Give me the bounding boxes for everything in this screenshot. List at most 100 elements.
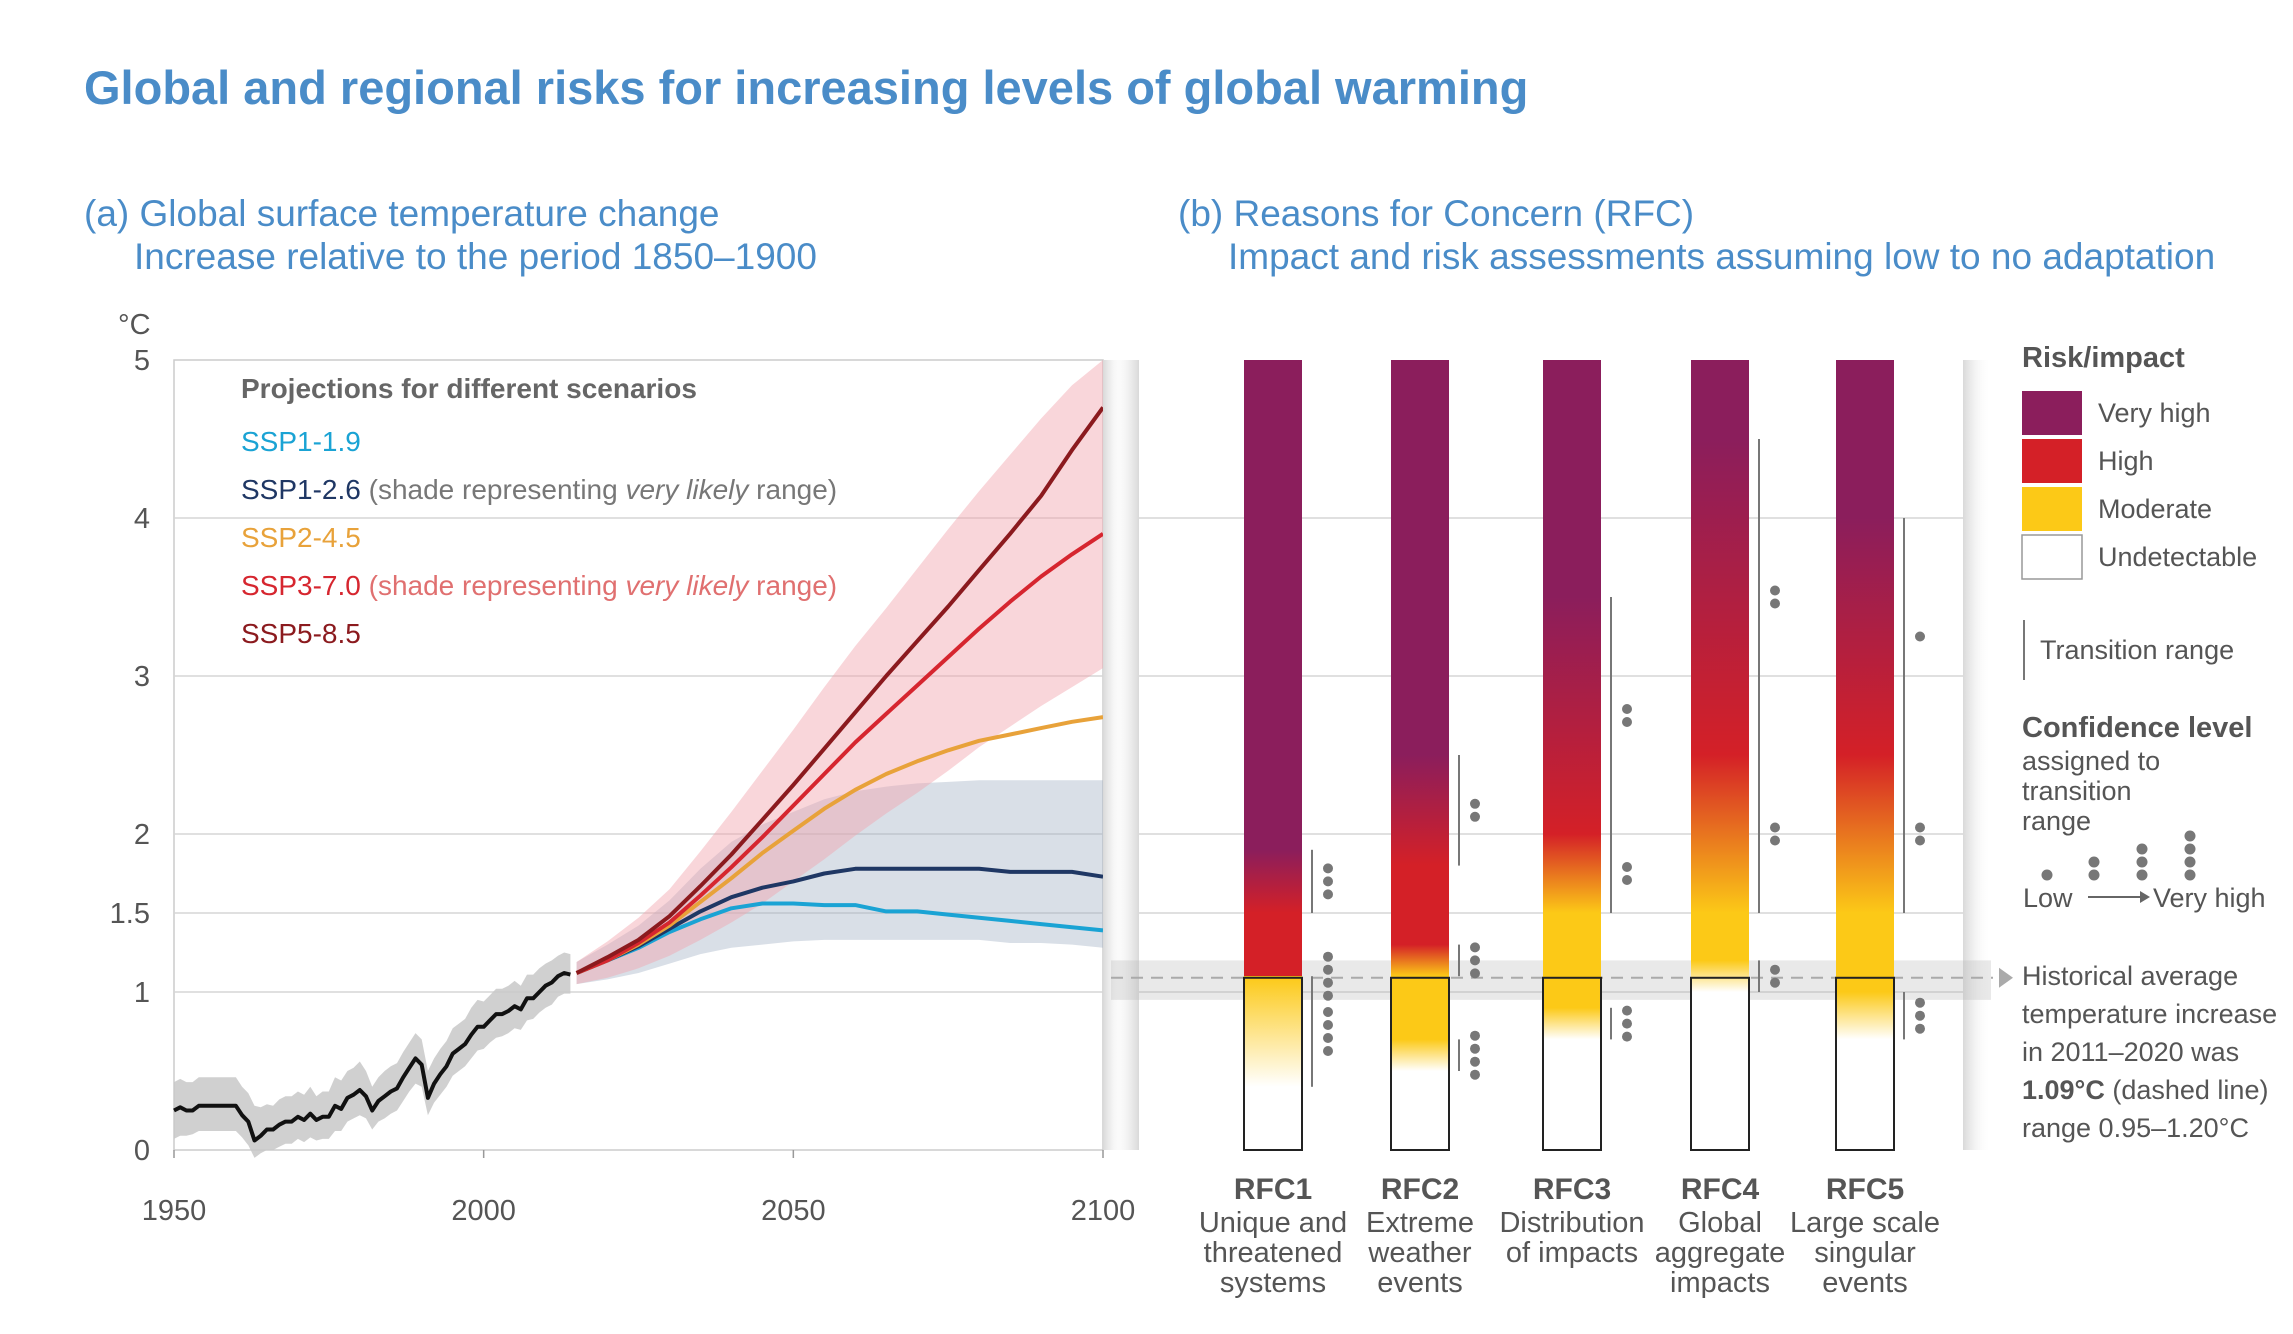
confidence-title: Confidence level [2022, 712, 2252, 744]
confidence-dot [1323, 990, 1333, 1001]
confidence-dot [1323, 1020, 1333, 1030]
risk-swatch [2022, 439, 2082, 483]
confidence-dot [1470, 811, 1480, 822]
historical-note: temperature increase [2022, 999, 2277, 1029]
confidence-dot [1470, 942, 1480, 953]
confidence-subtitle: transition [2022, 776, 2132, 806]
confidence-dot [1770, 585, 1780, 596]
rfc-description: of impacts [1506, 1237, 1638, 1269]
rfc-name: RFC3 [1533, 1173, 1611, 1206]
legend-text: SSP2-4.5 [241, 522, 361, 553]
confidence-veryhigh-label: Very high [2153, 883, 2266, 913]
historical-note: Historical average [2022, 961, 2238, 991]
y-tick-label: 4 [134, 503, 150, 535]
confidence-example-dot [2184, 843, 2196, 855]
confidence-example-dot [2184, 856, 2196, 868]
confidence-dot [1470, 1069, 1480, 1080]
historical-range [174, 952, 571, 1158]
panel-a-legend: Projections for different scenarios SSP1-… [241, 373, 837, 649]
confidence-low-label: Low [2023, 883, 2073, 913]
panel-b-shade-left [1111, 360, 1139, 1150]
legend-text: (shade representing [361, 474, 626, 505]
confidence-arrow-head [2140, 891, 2150, 903]
risk-label: High [2098, 446, 2154, 476]
confidence-dot [1622, 1005, 1632, 1016]
risk-legend-title: Risk/impact [2022, 342, 2185, 374]
rfc-description: Large scale [1790, 1207, 1940, 1239]
series-SSP5-8.5 [575, 406, 1105, 975]
historical-note: in 2011–2020 was [2022, 1037, 2239, 1067]
confidence-dot [1470, 955, 1480, 966]
confidence-dot [1770, 598, 1780, 609]
risk-label: Moderate [2098, 494, 2212, 524]
confidence-dot [1622, 1018, 1632, 1029]
rfc-description: Distribution [1499, 1207, 1644, 1239]
rfc-description: Unique and [1199, 1207, 1347, 1239]
confidence-example-dot [2184, 830, 2196, 842]
legend-text: SSP1-2.6 [241, 474, 361, 505]
rfc-bar-RFC1 [1244, 360, 1302, 1150]
confidence-dot [1622, 704, 1632, 714]
rfc-bar-outline [1390, 976, 1450, 1152]
y-tick-label: 1.5 [110, 898, 150, 930]
confidence-example-dot [2136, 843, 2148, 855]
legend-item: SSP1-2.6 (shade representing very likely… [241, 474, 837, 505]
confidence-subtitle: range [2022, 806, 2091, 836]
confidence-dot [1323, 1033, 1333, 1043]
legend-item: SSP1-1.9 [241, 426, 361, 457]
historical-line [173, 971, 571, 1143]
rfc-bar-RFC2 [1391, 360, 1449, 1150]
legend-item: SSP5-8.5 [241, 618, 361, 649]
ssp1-2.6-range [576, 780, 1103, 985]
y-tick-label: 1 [134, 977, 150, 1009]
legend-item: SSP3-7.0 (shade representing very likely… [241, 570, 837, 601]
rfc-description: impacts [1670, 1267, 1770, 1299]
panel-a-subtitle: Increase relative to the period 1850–190… [134, 236, 817, 277]
panel-b-legend: Risk/impact Very high High Moderate Undetect… [2021, 342, 2277, 1143]
rfc-bar-outline [1835, 976, 1895, 1152]
confidence-dot [1770, 822, 1780, 833]
confidence-dot [1323, 889, 1333, 900]
historical-value: 1.09°C [2022, 1075, 2105, 1105]
confidence-dot [1470, 1043, 1480, 1054]
rfc-name: RFC1 [1234, 1173, 1312, 1206]
rfc-description: aggregate [1655, 1237, 1786, 1269]
ssp3-7.0-range [576, 360, 1103, 985]
panel-b-shade-right [1963, 360, 1991, 1150]
legend-text: SSP3-7.0 [241, 570, 361, 601]
confidence-dot [1915, 1010, 1925, 1021]
y-tick-label: 2 [134, 819, 150, 851]
rfc-bar-RFC3 [1543, 360, 1601, 1150]
panel-b-subtitle: Impact and risk assessments assuming low… [1228, 236, 2215, 277]
confidence-dot [1915, 631, 1925, 642]
confidence-dot [1323, 977, 1333, 988]
confidence-dot [1915, 835, 1925, 846]
main-title: Global and regional risks for increasing… [84, 61, 1528, 114]
rfc-bar-outline [1243, 976, 1303, 1152]
confidence-dot [1470, 1030, 1480, 1041]
confidence-subtitle: assigned to [2022, 746, 2160, 776]
confidence-dot [1915, 997, 1925, 1008]
risk-swatch [2022, 391, 2082, 435]
legend-text: SSP1-1.9 [241, 426, 361, 457]
x-tick-label: 1950 [142, 1195, 207, 1227]
rfc-description: Global [1678, 1207, 1762, 1239]
historical-range-note: range 0.95–1.20°C [2022, 1113, 2249, 1143]
historical-arrow [1999, 967, 2013, 988]
rfc-bar-RFC4 [1691, 360, 1749, 1150]
plot-area [173, 359, 1104, 1151]
confidence-example-dot [2088, 856, 2100, 868]
confidence-dot [1323, 863, 1333, 874]
confidence-example-dot [2041, 869, 2053, 881]
confidence-example-dot [2088, 869, 2100, 881]
confidence-dot [1323, 1007, 1333, 1017]
transition-range-label: Transition range [2040, 635, 2234, 665]
y-tick-label: 3 [134, 661, 150, 693]
rfc-bar-outline [1542, 976, 1602, 1152]
risk-swatch [2022, 487, 2082, 531]
historical-note-rest: (dashed line) [2105, 1075, 2269, 1105]
confidence-dot [1323, 964, 1333, 975]
confidence-example-dot [2136, 856, 2148, 868]
rfc-name: RFC2 [1381, 1173, 1459, 1206]
